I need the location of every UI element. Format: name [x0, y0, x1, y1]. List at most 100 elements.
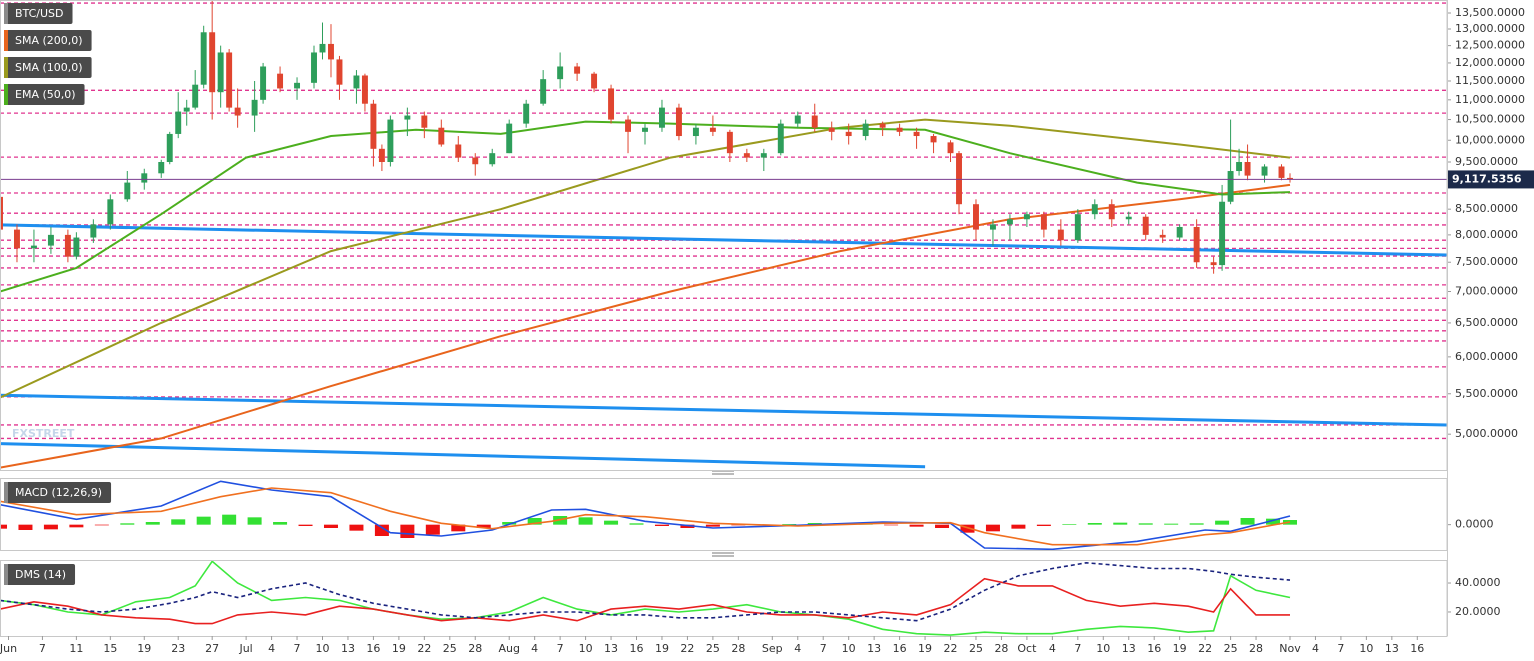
candle-body	[726, 131, 733, 154]
x-tick-label: 25	[706, 642, 720, 655]
indicator-line	[0, 183, 1291, 469]
histogram-bar	[400, 524, 415, 538]
x-tick-label: 13	[1122, 642, 1136, 655]
candle-body	[591, 73, 598, 89]
candle-body	[47, 234, 54, 246]
indicator-line	[0, 118, 1291, 399]
candle-body	[260, 66, 267, 100]
histogram-bar	[705, 524, 720, 527]
y-tick-label: 11,500.0000	[1455, 74, 1525, 87]
plot-area: FXSTREET	[0, 0, 1447, 469]
candle-body	[574, 66, 581, 74]
x-tick-label: 22	[1198, 642, 1212, 655]
x-tick-label: 4	[1312, 642, 1319, 655]
histogram-bar	[807, 523, 822, 525]
x-tick-label: 11	[69, 642, 83, 655]
x-tick-label: Jun	[0, 642, 17, 655]
candle-body	[251, 99, 258, 116]
x-tick-label: 28	[731, 642, 745, 655]
candle-body	[166, 133, 173, 163]
x-tick-label: 4	[268, 642, 275, 655]
x-tick-label: 16	[893, 642, 907, 655]
label-box	[4, 564, 76, 585]
candle-body	[404, 115, 411, 120]
candle-body	[1193, 226, 1200, 263]
candle-body	[217, 52, 224, 93]
x-tick-label: 23	[171, 642, 185, 655]
histogram-bar	[145, 522, 160, 525]
candle-body	[1244, 162, 1251, 176]
y-tick-label: 0.0000	[1455, 518, 1494, 531]
candle-body	[777, 123, 784, 154]
histogram-bar	[604, 520, 619, 525]
candle-body	[1057, 229, 1064, 241]
histogram-bar	[909, 524, 924, 527]
candle-body	[879, 123, 886, 128]
candle-body	[14, 229, 20, 249]
x-tick-label: 10	[315, 642, 329, 655]
candle-body	[90, 224, 97, 238]
histogram-bar	[527, 518, 542, 525]
candle-body	[1210, 262, 1217, 266]
candle-body	[794, 115, 801, 124]
histogram-bar	[1087, 523, 1102, 525]
candle-body	[709, 127, 716, 132]
x-tick-label: 7	[557, 642, 564, 655]
histogram-bar	[578, 517, 593, 525]
histogram-bar	[323, 524, 338, 528]
x-tick-label: 4	[531, 642, 538, 655]
x-tick-label: 28	[1249, 642, 1263, 655]
candle-body	[387, 119, 394, 163]
indicator-label: MACD (12,26,9)	[4, 482, 112, 503]
candle-body	[1261, 166, 1268, 176]
x-tick-label: 22	[680, 642, 694, 655]
indicator-line	[0, 560, 1291, 636]
x-tick-label: 13	[867, 642, 881, 655]
indicator-label: SMA (200,0)	[4, 30, 92, 51]
candle-body	[1006, 219, 1013, 225]
x-tick-label: 28	[468, 642, 482, 655]
histogram-bar	[43, 524, 58, 530]
histogram-bar	[1011, 524, 1026, 529]
x-tick-label: 7	[1074, 642, 1081, 655]
histogram-bar	[476, 524, 491, 528]
label-text: MACD (12,26,9)	[15, 486, 102, 499]
y-tick-label: 20.0000	[1455, 605, 1501, 618]
candle-body	[973, 204, 979, 230]
last-price-box	[1448, 170, 1534, 189]
x-tick-label: 10	[842, 642, 856, 655]
label-box	[4, 84, 85, 105]
y-tick-label: 6,500.0000	[1455, 316, 1518, 329]
candle-body	[175, 111, 182, 134]
candle-body	[930, 136, 937, 143]
histogram-bar	[654, 524, 669, 526]
histogram-bar	[502, 522, 517, 525]
candle-body	[489, 153, 496, 165]
candle-body	[811, 115, 818, 128]
y-tick-label: 12,000.0000	[1455, 56, 1525, 69]
candle-body	[421, 115, 428, 128]
panel-handle[interactable]	[712, 552, 734, 557]
candle-body	[557, 66, 564, 80]
y-tick-label: 40.0000	[1455, 576, 1501, 589]
y-tick-label: 8,500.0000	[1455, 202, 1518, 215]
candle-body	[1219, 201, 1226, 266]
y-tick-label: 9,500.0000	[1455, 155, 1518, 168]
candle-body	[0, 196, 3, 230]
candle-body	[107, 199, 114, 225]
label-text: DMS (14)	[15, 568, 66, 581]
label-text: SMA (100,0)	[15, 61, 83, 74]
x-tick-label: 7	[1337, 642, 1344, 655]
candle-body	[73, 237, 80, 257]
candle-body	[192, 84, 199, 108]
label-stripe	[4, 564, 8, 585]
histogram-bar	[0, 524, 8, 529]
y-tick-label: 6,000.0000	[1455, 350, 1518, 363]
x-tick-label: Nov	[1279, 642, 1301, 655]
x-tick-label: 28	[994, 642, 1008, 655]
label-stripe	[4, 3, 8, 24]
candle-body	[506, 123, 513, 154]
x-tick-label: 25	[443, 642, 457, 655]
y-tick-label: 10,500.0000	[1455, 113, 1525, 126]
